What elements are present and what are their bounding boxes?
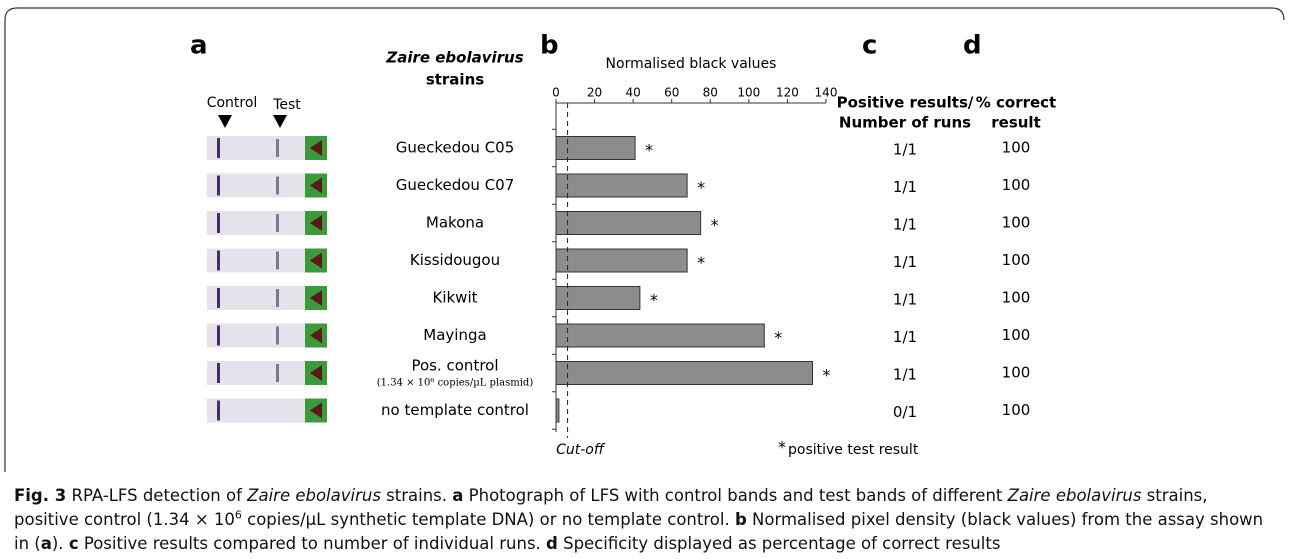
category-label: Gueckedou C07: [396, 176, 515, 194]
control-band: [217, 251, 220, 271]
caption-run: Zaire ebolavirus: [1008, 486, 1142, 505]
caption-run: a: [41, 534, 52, 553]
column-header: Positive results/: [837, 94, 974, 112]
bar: [556, 362, 813, 385]
figure: a Control Test Zaire ebolavirus strains …: [0, 0, 1290, 476]
x-tick-label: 120: [776, 86, 799, 100]
result-c: 1/1: [893, 253, 917, 271]
x-tick-label: 40: [626, 86, 641, 100]
positive-marker: *: [711, 216, 719, 235]
result-d: 100: [1002, 214, 1031, 232]
caption-run: b: [735, 510, 747, 529]
control-band: [217, 401, 220, 421]
column-header: result: [991, 114, 1041, 132]
category-label: Kissidougou: [410, 251, 500, 269]
panel-label: b: [540, 31, 559, 61]
panel-label: a: [190, 31, 208, 61]
strains-header: Zaire ebolavirus: [385, 49, 523, 67]
test-band: [276, 289, 279, 307]
control-band: [217, 213, 220, 233]
test-band: [276, 327, 279, 345]
result-d: 100: [1002, 401, 1031, 419]
result-c: 0/1: [893, 403, 917, 421]
positive-marker: *: [697, 178, 705, 197]
control-band: [217, 176, 220, 196]
result-d: 100: [1002, 289, 1031, 307]
bar: [556, 287, 640, 310]
x-tick-label: 0: [552, 86, 560, 100]
x-tick-label: 100: [737, 86, 760, 100]
positive-marker: *: [697, 253, 705, 272]
column-header: Number of runs: [839, 114, 971, 132]
category-label: Kikwit: [432, 289, 477, 307]
cutoff-label: Cut-off: [556, 442, 606, 458]
category-label: Gueckedou C05: [396, 139, 515, 157]
x-tick-label: 20: [587, 86, 602, 100]
caption-run: copies/μL synthetic template DNA) or no …: [242, 510, 735, 529]
category-label: Makona: [426, 214, 484, 232]
result-d: 100: [1002, 139, 1031, 157]
panel-label: c: [862, 31, 877, 61]
category-label: no template control: [381, 401, 529, 419]
strains-header: strains: [426, 71, 484, 89]
test-band: [276, 139, 279, 157]
caption-run: RPA-LFS detection of: [66, 486, 247, 505]
control-band: [217, 138, 220, 158]
x-tick-label: 140: [815, 86, 838, 100]
bar: [556, 212, 701, 235]
test-band: [276, 252, 279, 270]
caption-run: Zaire ebolavirus: [247, 486, 381, 505]
caption-run: d: [546, 534, 558, 553]
test-band: [276, 364, 279, 382]
x-tick-label: 60: [664, 86, 679, 100]
result-c: 1/1: [893, 366, 917, 384]
caption-run: Positive results compared to number of i…: [79, 534, 546, 553]
x-tick-label: 80: [703, 86, 718, 100]
caption-run: strains.: [381, 486, 452, 505]
caption: Fig. 3 RPA-LFS detection of Zaire ebolav…: [14, 484, 1276, 556]
category-label: Pos. control: [411, 357, 498, 375]
chart-title: Normalised black values: [606, 56, 777, 72]
caption-run: 6: [235, 509, 242, 522]
result-d: 100: [1002, 326, 1031, 344]
bar: [556, 399, 559, 422]
test-band: [276, 214, 279, 232]
caption-run: Fig. 3: [14, 486, 66, 505]
legend-text: positive test result: [788, 442, 919, 458]
caption-run: Specificity displayed as percentage of c…: [558, 534, 1001, 553]
caption-run: ).: [52, 534, 69, 553]
bar: [556, 174, 687, 197]
bar: [556, 249, 687, 272]
result-d: 100: [1002, 176, 1031, 194]
caption-run: a: [452, 486, 463, 505]
result-c: 1/1: [893, 328, 917, 346]
panel-label: d: [963, 31, 982, 61]
test-label: Test: [272, 97, 301, 113]
caption-run: c: [69, 534, 79, 553]
test-band: [276, 177, 279, 195]
bar: [556, 324, 764, 347]
result-d: 100: [1002, 251, 1031, 269]
category-label: Mayinga: [423, 326, 486, 344]
positive-marker: *: [774, 328, 782, 347]
result-c: 1/1: [893, 141, 917, 159]
result-c: 1/1: [893, 291, 917, 309]
arrows: [218, 115, 287, 128]
control-label: Control: [207, 95, 258, 111]
positive-marker: *: [650, 291, 658, 310]
caption-run: Photograph of LFS with control bands and…: [463, 486, 1007, 505]
category-note: (1.34 × 10⁶ copies/µL plasmid): [377, 378, 534, 389]
column-header: % correct: [976, 94, 1056, 112]
frame: [5, 8, 1284, 472]
positive-marker: *: [823, 366, 831, 385]
legend-marker: *: [778, 438, 786, 457]
result-d: 100: [1002, 364, 1031, 382]
result-c: 1/1: [893, 178, 917, 196]
page: a Control Test Zaire ebolavirus strains …: [0, 0, 1290, 559]
result-c: 1/1: [893, 216, 917, 234]
control-band: [217, 326, 220, 346]
control-band: [217, 288, 220, 308]
control-band: [217, 363, 220, 383]
positive-marker: *: [645, 141, 653, 160]
